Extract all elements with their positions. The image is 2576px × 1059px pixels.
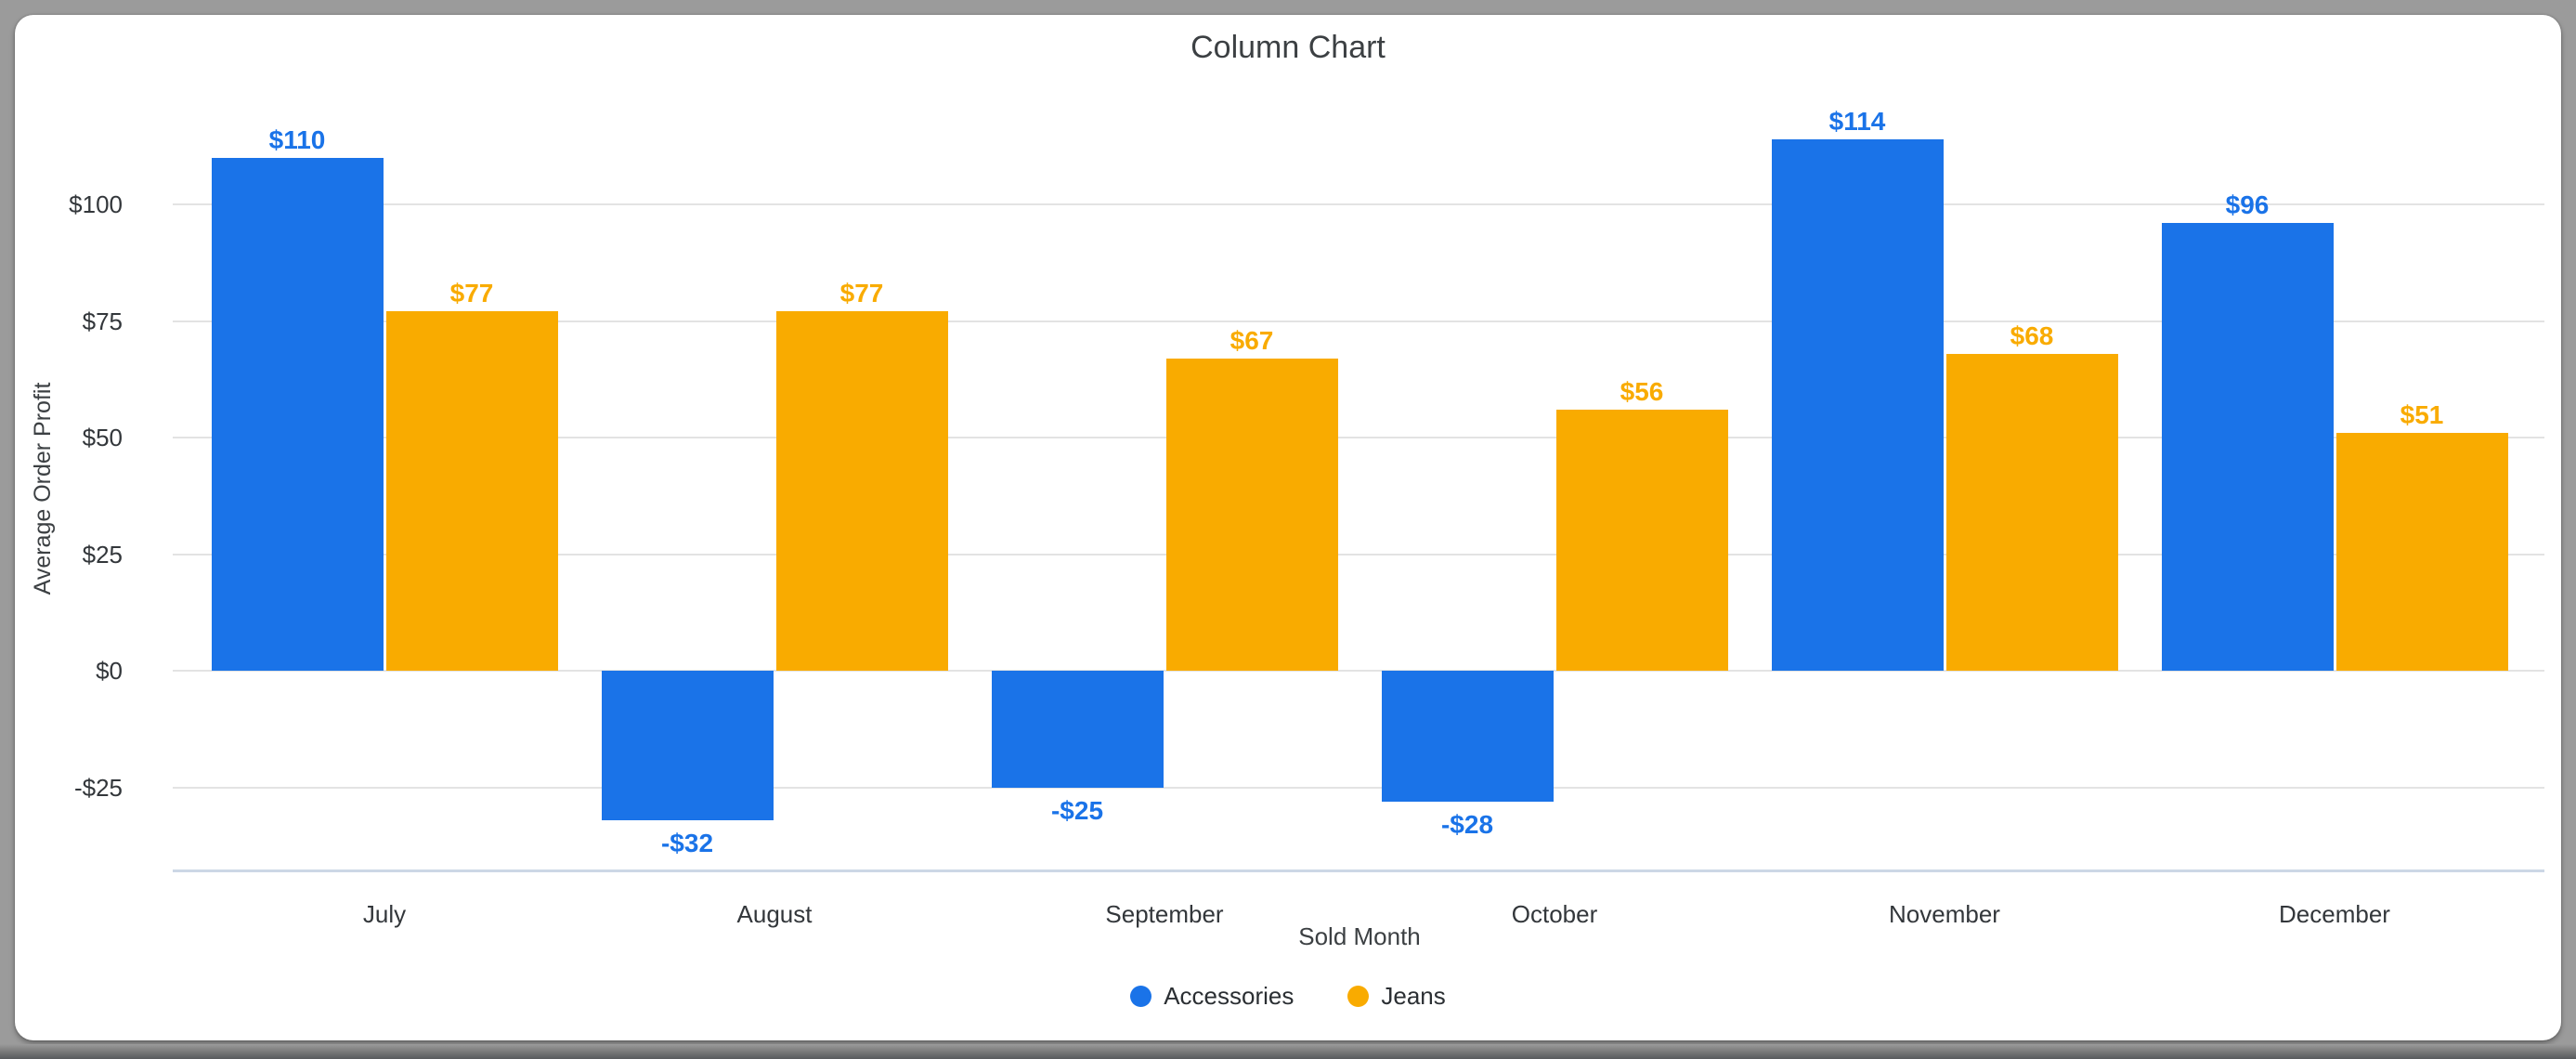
- bar-value-label-accessories-august: -$32: [660, 828, 714, 857]
- bar-jeans-july[interactable]: [385, 311, 558, 671]
- x-label-october: October: [1511, 900, 1598, 928]
- bar-value-label-accessories-october: -$28: [1440, 809, 1494, 839]
- gridline-75: [173, 320, 2544, 322]
- x-label-september: September: [1105, 900, 1224, 928]
- x-label-november: November: [1889, 900, 2000, 928]
- x-label-december: December: [2279, 900, 2390, 928]
- legend-dot-accessories: [1130, 985, 1152, 1007]
- bar-value-label-accessories-december: $96: [2225, 190, 2270, 220]
- y-tick-label-50: $50: [82, 424, 123, 451]
- bar-accessories-august[interactable]: [601, 671, 774, 820]
- gridline-100: [173, 203, 2544, 205]
- bar-value-label-jeans-july: $77: [449, 279, 494, 308]
- bar-value-label-jeans-december: $51: [2400, 399, 2444, 429]
- y-tick-label-75: $75: [82, 307, 123, 335]
- legend-dot-jeans: [1347, 985, 1370, 1007]
- bar-accessories-july[interactable]: [211, 157, 384, 671]
- chart-title: Column Chart: [1190, 30, 1386, 65]
- bar-value-label-jeans-september: $67: [1229, 325, 1274, 355]
- bar-jeans-october[interactable]: [1555, 409, 1728, 671]
- legend-label-jeans: Jeans: [1381, 982, 1446, 1010]
- gridline--25: [173, 786, 2544, 789]
- y-axis-title: Average Order Profit: [30, 382, 56, 595]
- bar-value-label-jeans-october: $56: [1620, 376, 1664, 406]
- bar-value-label-accessories-july: $110: [268, 124, 326, 154]
- y-tick-label--25: -$25: [73, 773, 123, 802]
- bar-value-label-jeans-august: $77: [839, 279, 884, 308]
- x-axis-line: [173, 869, 2544, 872]
- bar-accessories-september[interactable]: [991, 671, 1164, 788]
- gridline-25: [173, 553, 2544, 556]
- legend: Accessories Jeans: [15, 981, 2561, 1011]
- legend-item-accessories[interactable]: Accessories: [1130, 981, 1294, 1011]
- y-tick-label-100: $100: [69, 190, 123, 218]
- bar-jeans-september[interactable]: [1165, 358, 1338, 671]
- plot-area: [173, 98, 2544, 872]
- bar-jeans-august[interactable]: [775, 311, 948, 671]
- bar-accessories-october[interactable]: [1381, 671, 1554, 802]
- bar-value-label-accessories-september: -$25: [1050, 795, 1104, 825]
- y-tick-label-0: $0: [96, 657, 123, 685]
- bar-value-label-accessories-november: $114: [1828, 106, 1886, 136]
- bar-jeans-december[interactable]: [2335, 432, 2508, 671]
- bar-accessories-november[interactable]: [1771, 138, 1944, 671]
- y-tick-label-25: $25: [82, 540, 123, 569]
- legend-label-accessories: Accessories: [1164, 982, 1295, 1010]
- legend-item-jeans[interactable]: Jeans: [1347, 981, 1446, 1011]
- x-axis-title: Sold Month: [1298, 922, 1421, 950]
- x-label-july: July: [362, 900, 407, 928]
- x-label-august: August: [736, 900, 813, 928]
- bars-layer: $110 $77 -$32 $77 -$25 $67 -$28 $56 $114 $68 $96 $5…: [189, 98, 2530, 872]
- bar-accessories-december[interactable]: [2161, 223, 2334, 671]
- gridline-0: [173, 670, 2544, 672]
- gridline-50: [173, 437, 2544, 438]
- bar-value-label-jeans-november: $68: [2010, 320, 2054, 350]
- chart-card: Column Chart Average Order Profit $100 $7…: [15, 15, 2561, 1040]
- bar-jeans-november[interactable]: [1945, 353, 2118, 671]
